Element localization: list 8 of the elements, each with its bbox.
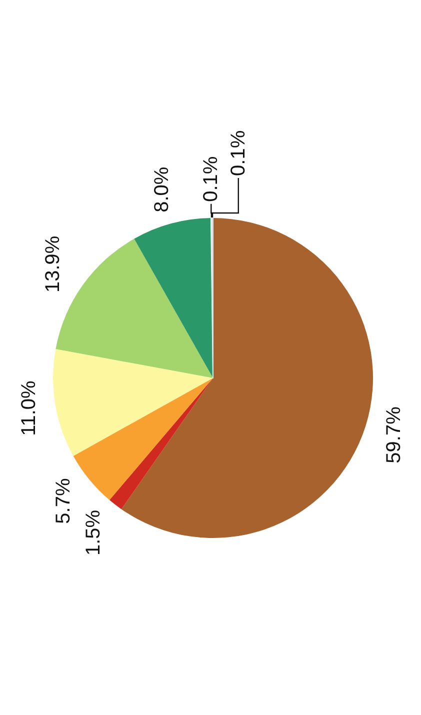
data-label: 59.7% xyxy=(383,406,406,464)
data-label: 5.7% xyxy=(52,478,74,524)
data-label: 11.0% xyxy=(18,380,40,436)
data-label: 8.0% xyxy=(151,166,174,212)
data-label: 0.1% xyxy=(200,156,222,202)
data-label: 13.9% xyxy=(42,236,64,293)
data-label: 1.5% xyxy=(82,510,105,556)
data-label: 0.1% xyxy=(227,130,250,176)
